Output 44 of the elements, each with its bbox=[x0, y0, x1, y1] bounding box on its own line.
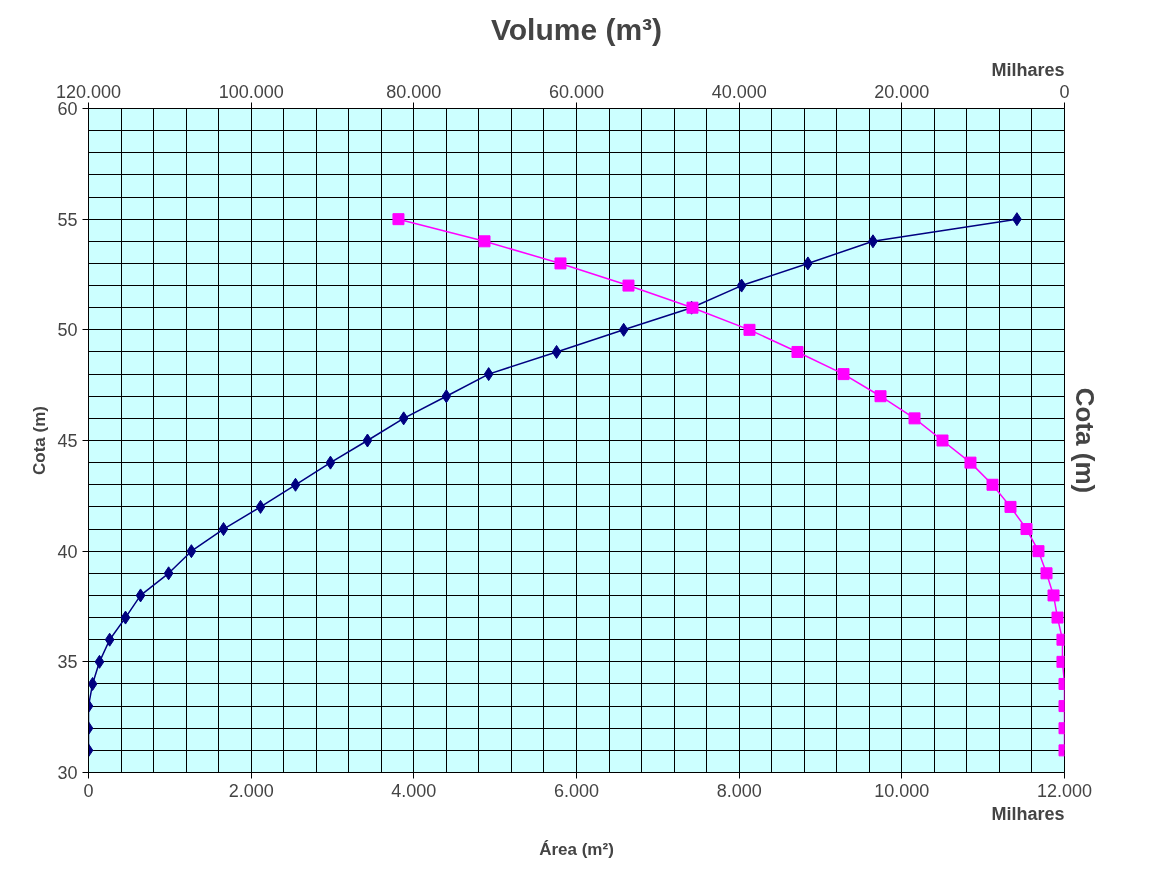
point bbox=[325, 455, 336, 470]
point bbox=[736, 278, 747, 293]
x-tick-label: 10.000 bbox=[874, 780, 930, 801]
x-tick-label: 4.000 bbox=[391, 780, 437, 801]
point bbox=[290, 477, 301, 492]
x-tick-label: 12.000 bbox=[1036, 780, 1093, 801]
point bbox=[551, 344, 562, 359]
y-tick-label: 35 bbox=[57, 652, 78, 673]
point bbox=[135, 588, 146, 603]
x2-tick-label: 80.000 bbox=[386, 81, 442, 102]
text: Milhares bbox=[991, 59, 1065, 80]
point bbox=[186, 544, 197, 559]
point bbox=[362, 433, 373, 448]
x-tick-label: 6.000 bbox=[553, 780, 600, 801]
point bbox=[94, 654, 105, 669]
text: Milhares bbox=[991, 803, 1065, 824]
point bbox=[163, 566, 174, 581]
y-tick-label: 40 bbox=[57, 541, 78, 562]
x2-tick-label: 40.000 bbox=[711, 81, 767, 102]
x-tick-label: 8.000 bbox=[716, 780, 762, 801]
point bbox=[255, 499, 266, 514]
point bbox=[441, 389, 452, 404]
y-tick-label: 60 bbox=[57, 99, 78, 119]
y-tick-label: 55 bbox=[57, 209, 78, 230]
x-axis-title: Área (m²) bbox=[539, 840, 614, 859]
x-tick-label: 2.000 bbox=[228, 780, 274, 801]
y-tick-label: 50 bbox=[57, 320, 78, 341]
x2-tick-label: 20.000 bbox=[874, 81, 930, 102]
y-tick-label: 30 bbox=[57, 763, 78, 783]
x2-axis-title: Volume (m³) bbox=[490, 12, 663, 46]
y2-axis-title: Cota (m) bbox=[1069, 387, 1100, 494]
y-axis-title: Cota (m) bbox=[30, 406, 50, 475]
point bbox=[398, 411, 409, 426]
point bbox=[483, 367, 494, 382]
x2-tick-label: 100.000 bbox=[218, 81, 284, 102]
point bbox=[104, 632, 115, 647]
x-tick-label: 0 bbox=[83, 780, 94, 801]
point bbox=[618, 322, 629, 337]
x2-tick-label: 120.000 bbox=[55, 81, 122, 102]
x2-tick-label: 60.000 bbox=[548, 81, 605, 102]
y-tick-label: 45 bbox=[57, 431, 78, 451]
point bbox=[218, 522, 229, 537]
point bbox=[120, 610, 131, 625]
x2-tick-label: 0 bbox=[1059, 81, 1070, 102]
